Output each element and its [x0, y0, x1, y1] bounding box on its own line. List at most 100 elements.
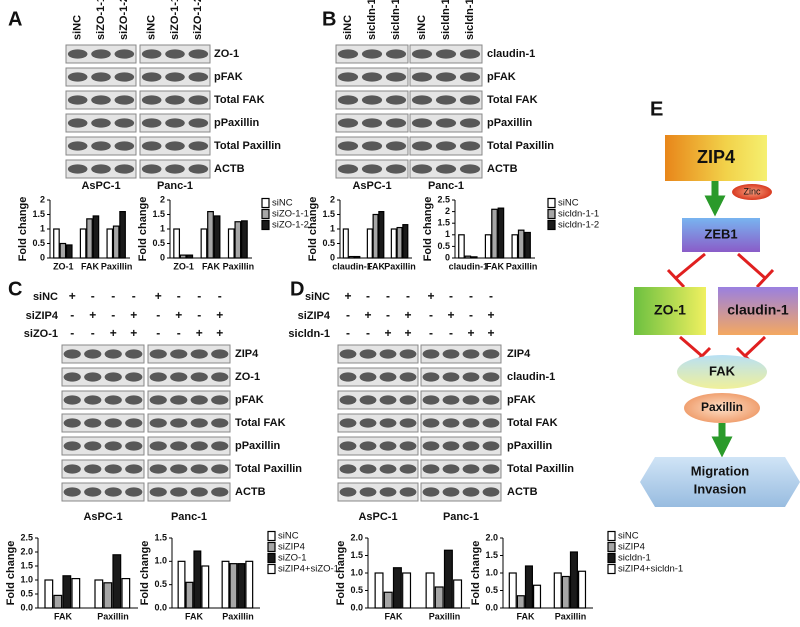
blot-band — [149, 418, 167, 428]
legend-swatch — [267, 563, 276, 575]
bar — [532, 584, 542, 609]
x-tick-label: FAK — [202, 261, 221, 271]
bar — [524, 565, 533, 609]
bar — [112, 225, 120, 259]
blot-band — [211, 372, 229, 382]
panel-label: D — [290, 278, 304, 300]
x-tick-label: FAK — [367, 261, 386, 271]
band-label: ZO-1 — [235, 371, 260, 383]
blot-band — [63, 487, 81, 497]
treatment-sign: + — [487, 326, 494, 340]
blot-band — [361, 118, 383, 128]
y-tick-label: 0 — [160, 252, 165, 262]
blot-band — [165, 164, 185, 174]
paxillin-ellipse — [684, 393, 760, 423]
bar — [227, 228, 235, 259]
blot-strip — [147, 459, 231, 479]
y-tick-label: 1.5 — [20, 560, 33, 570]
blot-band — [339, 441, 357, 451]
legend-label: siZIP4 — [618, 542, 645, 553]
legend-label: sicldn-1-1 — [558, 209, 599, 220]
blot-band — [114, 164, 135, 174]
band-label: claudin-1 — [507, 371, 555, 383]
blot-band — [104, 487, 122, 497]
blot-band — [422, 349, 440, 359]
blot-band — [67, 141, 88, 151]
x-tick-label: Paxillin — [222, 611, 254, 621]
blot-band — [399, 372, 417, 382]
blot-band — [63, 349, 81, 359]
blot-band — [211, 418, 229, 428]
x-tick-label: claudin-1 — [449, 261, 489, 271]
cell-line-label: Panc-1 — [157, 180, 193, 192]
y-axis-label: Fold change — [307, 197, 319, 262]
blot-band — [170, 487, 188, 497]
lane-label: siZO-1-2 — [118, 0, 130, 40]
blot-strip — [420, 390, 502, 410]
blot-band — [399, 487, 417, 497]
fak-ellipse — [677, 355, 767, 389]
blot-band — [149, 372, 167, 382]
treatment-sign: + — [155, 289, 162, 303]
blot-strip — [61, 413, 145, 433]
treatment-sign: - — [346, 326, 350, 340]
bar — [103, 582, 113, 609]
band-label: Total FAK — [507, 417, 558, 429]
blot-band — [462, 372, 480, 382]
blot-band — [482, 487, 500, 497]
blot-band — [422, 487, 440, 497]
bar — [374, 572, 384, 609]
treatment-label: siNC — [305, 291, 330, 303]
panel-label: B — [322, 8, 336, 30]
blot-band — [337, 141, 359, 151]
bar — [516, 595, 525, 609]
bar — [348, 255, 355, 259]
bar — [65, 244, 73, 259]
band-label: ZO-1 — [214, 48, 239, 60]
blot-band — [482, 441, 500, 451]
legend-label: siZIP4+sicldn-1 — [618, 564, 683, 575]
bar — [443, 549, 453, 609]
treatment-sign: - — [156, 308, 160, 322]
blot-band — [459, 141, 481, 151]
blot-band — [399, 349, 417, 359]
treatment-sign: - — [489, 289, 493, 303]
bar — [59, 242, 67, 259]
lane-label: siZO-1-1 — [169, 0, 181, 40]
y-tick-label: 1.0 — [485, 567, 498, 577]
bar — [342, 228, 349, 259]
blot-band — [411, 141, 433, 151]
zeb1-box — [682, 218, 760, 252]
bar — [464, 255, 472, 259]
blot-strip — [147, 482, 231, 502]
legend-swatch — [547, 197, 556, 209]
y-tick-label: 1.5 — [32, 209, 45, 219]
bar — [53, 228, 60, 259]
treatment-sign: - — [218, 289, 222, 303]
y-tick-label: 2.0 — [350, 532, 363, 542]
lane-label: sicldn-1-2 — [464, 0, 476, 40]
blot-band — [385, 164, 407, 174]
treatment-sign: + — [364, 308, 371, 322]
blot-band — [84, 464, 102, 474]
blot-band — [462, 418, 480, 428]
band-label: ACTB — [487, 163, 518, 175]
blot-band — [211, 487, 229, 497]
blot-band — [339, 464, 357, 474]
blot-band — [339, 418, 357, 428]
bar — [112, 554, 122, 609]
claudin-box — [718, 287, 798, 335]
bar — [234, 221, 242, 259]
x-tick-label: FAK — [517, 611, 536, 621]
blot-band — [337, 118, 359, 128]
treatment-sign: + — [404, 308, 411, 322]
blot-band — [379, 441, 397, 451]
blot-band — [411, 118, 433, 128]
treatment-sign: + — [427, 289, 434, 303]
blot-band — [188, 72, 209, 82]
y-tick-label: 0.5 — [485, 585, 498, 595]
blot-band — [63, 441, 81, 451]
treatment-sign: - — [132, 289, 136, 303]
treatment-sign: + — [175, 308, 182, 322]
bar — [200, 228, 208, 259]
